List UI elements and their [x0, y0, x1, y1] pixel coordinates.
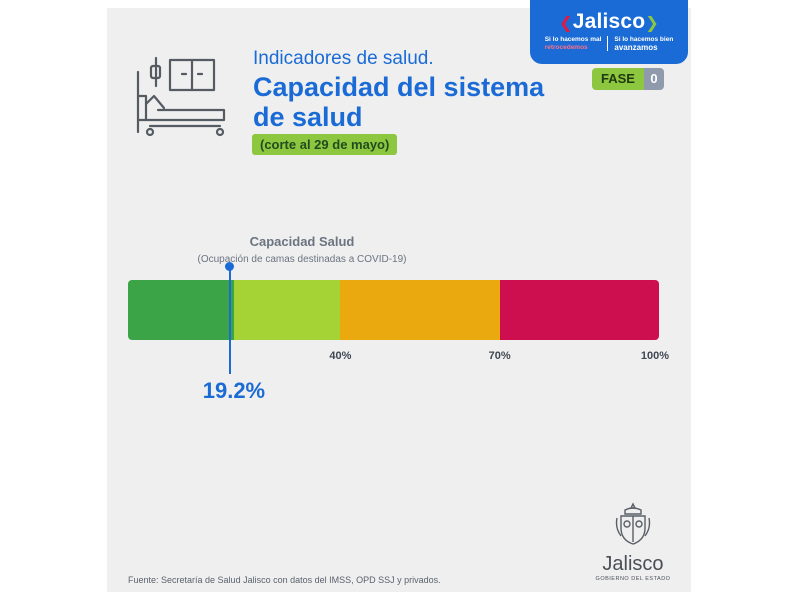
value-marker-line [228, 266, 231, 374]
chart-title: Capacidad Salud [249, 234, 355, 249]
brand-logo: ❮Jalisco❯ [530, 10, 688, 34]
phase-number: 0 [644, 68, 664, 90]
tick-label: 40% [329, 350, 352, 362]
phase-badge: FASE 0 [592, 68, 664, 90]
government-logo: Jalisco GOBIERNO DEL ESTADO [585, 502, 681, 582]
tick-label: 100% [640, 350, 670, 362]
value-label: 19.2% [202, 378, 266, 403]
tagline-left-line1: Si lo hacemos mal [544, 36, 602, 43]
date-pill: (corte al 29 de mayo) [252, 134, 398, 155]
hospital-bed-icon [136, 56, 226, 137]
page-title: Capacidad del sistema de salud [253, 72, 545, 132]
brand-tagline: Si lo hacemos mal retrocedemos Si lo hac… [538, 36, 680, 51]
gov-subtitle: GOBIERNO DEL ESTADO [595, 576, 671, 582]
tagline-divider [607, 36, 609, 51]
tagline-left-line2: retrocedemos [544, 43, 588, 51]
infographic-card: ❮Jalisco❯ Si lo hacemos mal retrocedemos… [107, 0, 691, 592]
value-marker-dot [225, 262, 235, 271]
chevron-left-icon: ❮ [559, 15, 573, 32]
capacity-bar [128, 280, 659, 340]
bar-segment-4 [499, 280, 659, 340]
coat-of-arms-icon [615, 502, 651, 545]
source-note: Fuente: Secretaría de Salud Jalisco con … [128, 575, 441, 585]
gov-name: Jalisco [602, 553, 664, 575]
bar-segment-2 [234, 280, 341, 340]
chart-subtitle: (Ocupación de camas destinadas a COVID-1… [197, 254, 407, 265]
header-pretitle: Indicadores de salud. [253, 48, 434, 69]
bar-segment-3 [340, 280, 500, 340]
bar-segment-1 [128, 280, 235, 340]
tick-label: 70% [488, 350, 511, 362]
brand-name: Jalisco [572, 10, 646, 33]
tagline-right-line1: Si lo hacemos bien [614, 36, 674, 43]
brand-badge: ❮Jalisco❯ Si lo hacemos mal retrocedemos… [530, 0, 688, 64]
chevron-right-icon: ❯ [645, 15, 659, 32]
phase-label: FASE [592, 68, 644, 90]
tagline-right-line2: avanzamos [614, 42, 658, 52]
